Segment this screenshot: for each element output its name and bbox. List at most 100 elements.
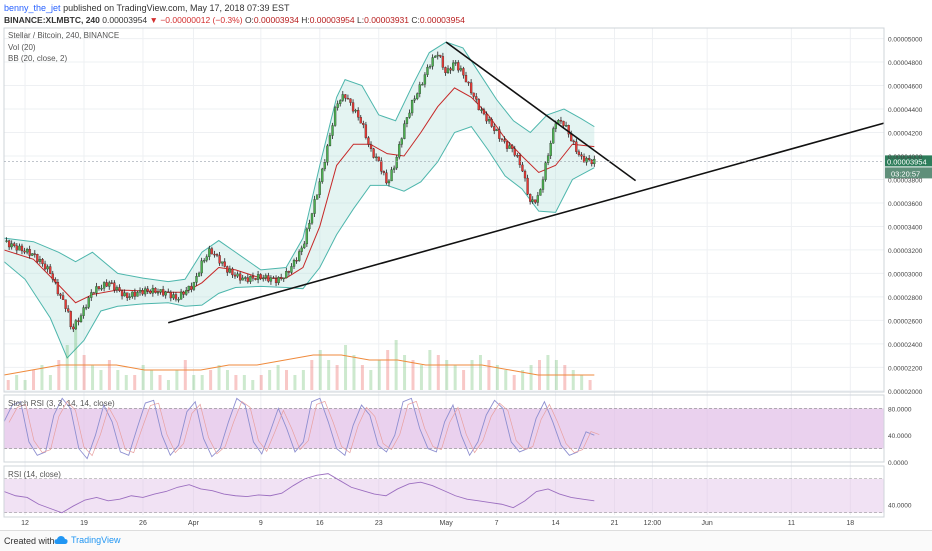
- candle-body: [61, 295, 65, 300]
- y-tick-label: 0.00002800: [888, 295, 923, 302]
- candle-body: [590, 159, 593, 165]
- candle-body: [518, 155, 522, 166]
- volume-bar: [133, 375, 137, 390]
- candle-body: [303, 243, 306, 249]
- candle-body: [359, 117, 362, 124]
- candle-body: [161, 289, 165, 296]
- candle-body: [126, 292, 129, 298]
- candle-body: [582, 156, 586, 163]
- candle-body: [572, 140, 575, 143]
- candle-body: [167, 291, 170, 293]
- y-tick-label: 0.00003800: [888, 177, 923, 184]
- candle-body: [177, 299, 180, 301]
- candle-body: [346, 97, 350, 100]
- candle-body: [575, 141, 578, 152]
- x-tick-label: 11: [788, 520, 795, 527]
- y-tick-label: 0.00004600: [888, 84, 923, 91]
- close-value: 0.00003954: [419, 15, 465, 25]
- candle-body: [326, 145, 329, 163]
- volume-bar: [200, 375, 204, 390]
- candle-body: [31, 253, 34, 256]
- candle-body: [305, 228, 309, 245]
- candle-body: [267, 275, 270, 282]
- last-price: 0.00003954: [102, 15, 148, 25]
- rsi-line: [3, 473, 595, 514]
- candle-body: [367, 137, 370, 145]
- candle-body: [341, 94, 344, 101]
- candle-body: [295, 260, 298, 262]
- candle-body: [151, 287, 155, 294]
- candle-body: [172, 294, 175, 299]
- candle-body: [218, 255, 221, 264]
- candle-body: [146, 288, 149, 292]
- candle-body: [269, 277, 273, 282]
- y-tick-label: 0.00003200: [888, 248, 923, 255]
- volume-bar: [166, 380, 170, 390]
- candle-body: [92, 292, 95, 294]
- candle-body: [416, 93, 419, 99]
- author-link[interactable]: benny_the_jet: [4, 3, 61, 13]
- candle-body: [15, 245, 18, 251]
- x-tick-label: 16: [316, 520, 324, 527]
- candle-body: [508, 145, 511, 149]
- tradingview-logo[interactable]: TradingView: [54, 535, 121, 545]
- candle-body: [385, 172, 388, 184]
- candle-body: [413, 98, 416, 101]
- bb-legend[interactable]: BB (20, close, 2): [8, 54, 68, 63]
- volume-bar: [32, 370, 36, 390]
- candle-body: [354, 110, 357, 112]
- candle-body: [84, 307, 88, 309]
- candle-body: [375, 156, 378, 159]
- candle-body: [20, 245, 24, 252]
- volume-bar: [192, 375, 196, 390]
- countdown-bg: [885, 167, 932, 179]
- candle-body: [549, 143, 552, 156]
- rsi-legend[interactable]: RSI (14, close): [8, 470, 61, 479]
- trendlines[interactable]: [167, 41, 885, 324]
- y-tick-label: 0.00003400: [888, 224, 923, 231]
- candle-body: [264, 275, 267, 279]
- x-tick-label: Jun: [702, 520, 713, 527]
- candle-body: [277, 277, 280, 284]
- volume-bar: [276, 365, 280, 390]
- volume-bar: [335, 365, 339, 390]
- candle-body: [272, 277, 275, 279]
- volume-bar: [419, 365, 423, 390]
- candle-body: [51, 273, 54, 280]
- candle-body: [41, 259, 44, 265]
- candle-body: [400, 138, 403, 145]
- candle-body: [74, 320, 78, 330]
- candle-body: [87, 297, 90, 308]
- footer-bar: Created with TradingView: [0, 530, 932, 551]
- candle-body: [503, 139, 506, 142]
- candle-body: [313, 199, 316, 214]
- candle-body: [231, 268, 234, 276]
- candle-body: [536, 195, 540, 203]
- candle-body: [485, 113, 488, 122]
- candle-body: [102, 282, 106, 289]
- volume-bar: [571, 370, 575, 390]
- candle-body: [246, 277, 249, 282]
- stoch-legend[interactable]: Stoch RSI (3, 3, 14, 14, close): [8, 399, 115, 408]
- cloud-icon: [54, 536, 68, 544]
- candle-body: [159, 289, 162, 293]
- candle-body: [256, 274, 260, 280]
- candle-body: [136, 292, 139, 297]
- volume-bar: [99, 370, 103, 390]
- candle-body: [238, 273, 242, 281]
- candle-body: [529, 193, 532, 202]
- rsi-band: [4, 478, 884, 513]
- volume-bar: [91, 365, 95, 390]
- candle-body: [56, 282, 60, 295]
- low-value: 0.00003931: [364, 15, 410, 25]
- candle-body: [90, 292, 93, 298]
- candle-body: [113, 282, 116, 291]
- candle-body: [444, 67, 447, 74]
- vol-legend[interactable]: Vol (20): [8, 43, 36, 52]
- created-with-label: Created with: [4, 536, 55, 546]
- candle-body: [377, 156, 380, 161]
- candle-body: [290, 266, 293, 273]
- candle-body: [382, 171, 386, 173]
- volume-bar: [141, 365, 145, 390]
